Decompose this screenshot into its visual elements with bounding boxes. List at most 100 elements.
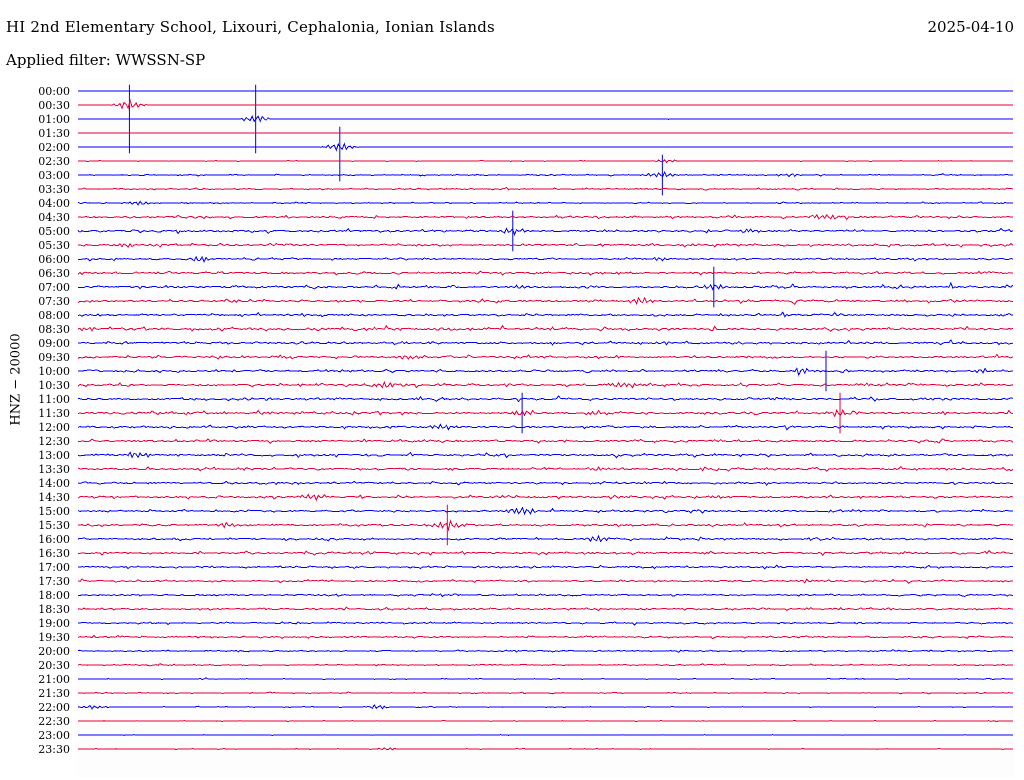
time-axis-label: 14:30 — [38, 491, 70, 504]
trace-row — [77, 270, 1014, 276]
trace-row — [77, 606, 1014, 612]
time-axis-label: 01:00 — [38, 113, 70, 126]
page-title: HI 2nd Elementary School, Lixouri, Cepha… — [6, 18, 495, 36]
trace-row — [77, 159, 1014, 164]
time-axis-label: 17:30 — [38, 575, 70, 588]
time-axis-label: 09:30 — [38, 351, 70, 364]
time-axis-label: 20:30 — [38, 659, 70, 672]
time-axis-label: 21:00 — [38, 673, 70, 686]
time-axis-label: 05:30 — [38, 239, 70, 252]
trace-row — [77, 506, 1014, 516]
time-axis-label: 18:00 — [38, 589, 70, 602]
trace-row — [77, 324, 1014, 332]
trace-row — [77, 171, 1013, 178]
trace-row — [77, 311, 1014, 318]
time-axis-label: 06:00 — [38, 253, 70, 266]
trace-row — [77, 691, 1013, 695]
trace-row — [78, 186, 1014, 191]
trace-row — [77, 353, 1014, 360]
trace-row — [77, 451, 1014, 459]
time-axis-label: 23:30 — [38, 743, 70, 756]
trace-row — [77, 408, 1014, 418]
trace-row — [77, 549, 1014, 556]
trace-row — [77, 677, 1013, 681]
trace-row — [77, 281, 1014, 291]
trace-row — [77, 213, 1014, 221]
time-axis-label: 11:30 — [38, 407, 70, 420]
time-axis-label: 12:00 — [38, 421, 70, 434]
trace-row — [77, 423, 1014, 431]
trace-row — [77, 704, 1014, 710]
time-axis-label: 11:00 — [38, 393, 70, 406]
trace-row — [78, 734, 1014, 736]
plot-background — [76, 78, 1015, 778]
helicorder-plot: 00:00 00:30 01:00 01:30 02:00 02:30 03:00 03:30… — [0, 78, 1024, 778]
trace-row — [77, 339, 1014, 346]
trace-row — [77, 578, 1013, 584]
trace-row — [77, 200, 1014, 206]
time-axis-label: 19:00 — [38, 617, 70, 630]
time-axis-label: 09:00 — [38, 337, 70, 350]
trace-row — [77, 367, 1014, 377]
time-axis-label: 08:30 — [38, 323, 70, 336]
trace-row — [77, 395, 1014, 403]
time-axis-label: 22:00 — [38, 701, 70, 714]
time-axis-label: 16:30 — [38, 547, 70, 560]
time-axis-label: 22:30 — [38, 715, 70, 728]
trace-row — [77, 381, 1014, 389]
time-axis-label: 14:00 — [38, 477, 70, 490]
time-axis-label: 06:30 — [38, 267, 70, 280]
time-axis-label: 03:00 — [38, 169, 70, 182]
time-axis-label: 07:00 — [38, 281, 70, 294]
time-axis-label: 00:00 — [38, 85, 70, 98]
time-axis-label: 12:30 — [38, 435, 70, 448]
time-axis-label: 04:00 — [38, 197, 70, 210]
trace-row — [77, 227, 1014, 236]
trace-row — [78, 142, 1013, 152]
trace-row — [78, 621, 1014, 626]
trace-row — [77, 493, 1014, 502]
time-axis-label: 23:00 — [38, 729, 70, 742]
time-axis-label: 01:30 — [38, 127, 70, 140]
time-axis-label: 00:30 — [38, 99, 70, 112]
time-axis-label: 19:30 — [38, 631, 70, 644]
time-axis-label: 13:30 — [38, 463, 70, 476]
trace-row — [77, 564, 1014, 570]
time-axis-label: 17:00 — [38, 561, 70, 574]
time-axis-label: 10:30 — [38, 379, 70, 392]
trace-row — [78, 98, 1013, 110]
time-axis-label: 15:30 — [38, 519, 70, 532]
trace-row — [77, 649, 1014, 653]
trace-row — [77, 438, 1014, 445]
time-axis-label: 08:00 — [38, 309, 70, 322]
trace-row — [77, 719, 1013, 723]
trace-row — [77, 634, 1014, 640]
time-axis-label: 04:30 — [38, 211, 70, 224]
seismogram-canvas — [76, 78, 1015, 778]
time-axis-label: 10:00 — [38, 365, 70, 378]
trace-row — [77, 296, 1014, 306]
time-axis-label: 02:30 — [38, 155, 70, 168]
time-axis-label: 07:30 — [38, 295, 70, 308]
time-axis-label: 21:30 — [38, 687, 70, 700]
trace-row — [77, 465, 1014, 472]
trace-row — [77, 480, 1014, 486]
time-axis-label: 02:00 — [38, 141, 70, 154]
applied-filter-label: Applied filter: WWSSN-SP — [6, 51, 206, 69]
time-axis-label: 20:00 — [38, 645, 70, 658]
trace-row — [77, 115, 1014, 123]
time-axis-label: 03:30 — [38, 183, 70, 196]
time-axis-label: 13:00 — [38, 449, 70, 462]
time-axis-label: 18:30 — [38, 603, 70, 616]
trace-row — [78, 255, 1014, 264]
trace-row — [77, 663, 1013, 667]
trace-row — [77, 534, 1013, 543]
time-axis-label: 16:00 — [38, 533, 70, 546]
trace-row — [77, 747, 1013, 751]
record-date: 2025-04-10 — [927, 18, 1014, 36]
trace-row — [78, 593, 1014, 598]
time-axis-label: 05:00 — [38, 225, 70, 238]
trace-row — [77, 242, 1014, 248]
trace-row — [77, 519, 1014, 532]
